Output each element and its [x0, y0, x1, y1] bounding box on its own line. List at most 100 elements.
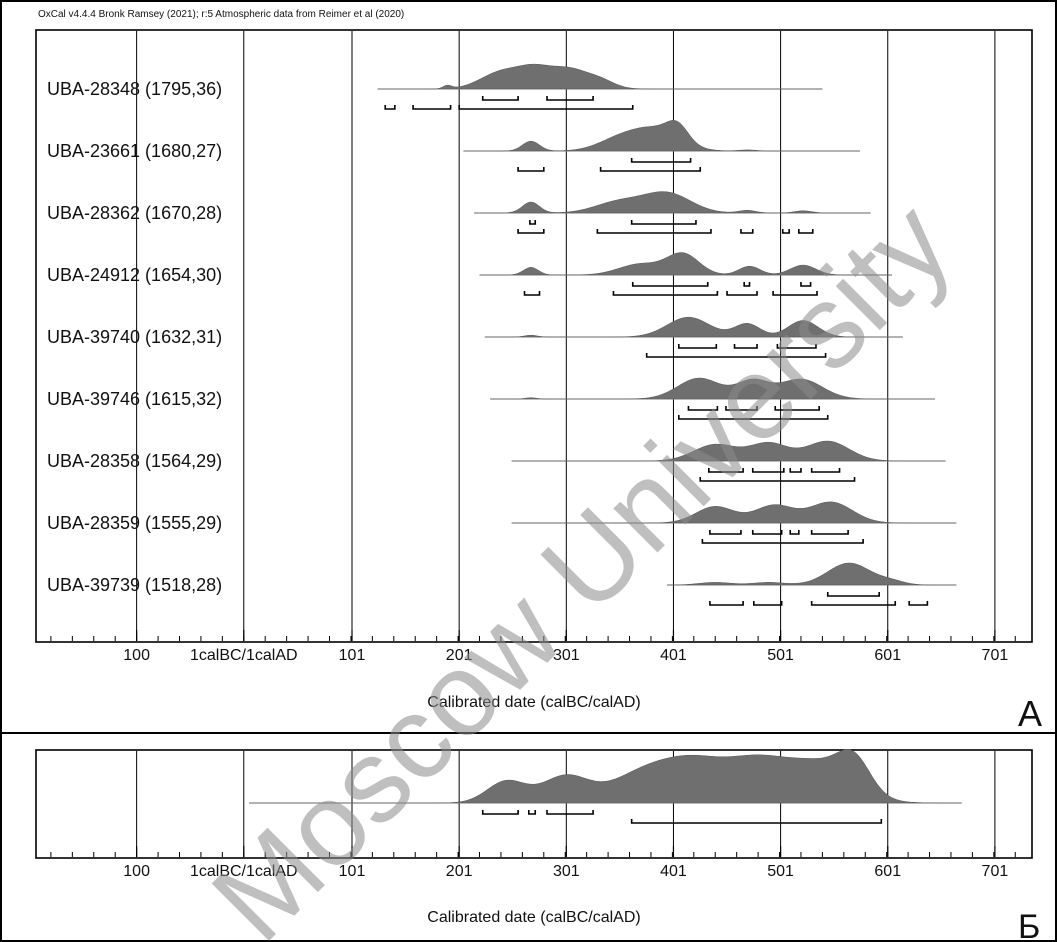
sample-labels-a: UBA-28348 (1795,36) UBA-23661 (1680,27) UB…: [47, 79, 222, 595]
sample-UBA-24912-hpd68-1: [743, 282, 751, 287]
sample-UBA-28362-hpd68-1: [630, 220, 697, 225]
panel-letter-a: А: [1018, 693, 1042, 734]
sample-UBA-28358-hpd68-3: [810, 468, 841, 473]
sample-UBA-39746-hpd68-0: [687, 406, 719, 411]
summed-hpd68-0: [481, 810, 519, 815]
x-axis-a: 100 1calBC/1calAD 101 201 301 401 501 601 701: [50, 630, 1016, 664]
sample-label-UBA-28348: UBA-28348 (1795,36): [47, 79, 222, 99]
tick-label-a-5: 401: [660, 647, 687, 664]
tick-label-a-3: 201: [446, 647, 473, 664]
panel-b: 100 1calBC/1calAD 101 201 301 401 501 601 701 Ca…: [35, 749, 1040, 942]
tick-label-a-1: 1calBC/1calAD: [190, 647, 298, 664]
sample-UBA-28362-hpd95-4: [798, 229, 814, 234]
sample-label-UBA-23661: UBA-23661 (1680,27): [47, 141, 222, 161]
sample-UBA-28348-hpd95-2: [458, 105, 634, 110]
tick-label-b-3: 201: [446, 863, 473, 880]
sample-UBA-23661-hpd95-0: [517, 167, 545, 172]
sample-UBA-23661-density: [463, 120, 860, 152]
sample-UBA-23661-hpd68-0: [630, 158, 692, 163]
sample-UBA-28359-hpd68-0: [709, 530, 742, 535]
distributions-a: [377, 63, 957, 606]
tick-label-b-1: 1calBC/1calAD: [190, 863, 298, 880]
sample-UBA-28362-hpd95-0: [517, 229, 545, 234]
plot-frame-a: [35, 29, 1033, 643]
sample-UBA-24912-hpd68-0: [631, 282, 709, 287]
sample-UBA-39739-hpd95-2: [810, 601, 897, 606]
sample-UBA-28358-hpd68-2: [789, 468, 802, 473]
tick-label-b-4: 301: [553, 863, 580, 880]
sample-UBA-39740-hpd68-1: [733, 344, 758, 349]
sample-UBA-28362-density: [474, 191, 871, 214]
sample-UBA-23661-hpd95-1: [599, 167, 702, 172]
sample-UBA-39746-hpd95-0: [678, 415, 829, 420]
sample-UBA-28348-hpd95-0: [384, 105, 396, 110]
sample-UBA-24912-hpd95-1: [612, 291, 719, 296]
sample-UBA-24912-density: [479, 252, 892, 276]
sample-UBA-28358-hpd68-1: [751, 468, 785, 473]
sample-UBA-39740-hpd68-0: [678, 344, 718, 349]
sample-label-UBA-28358: UBA-28358 (1564,29): [47, 451, 222, 471]
tick-label-a-6: 501: [767, 647, 794, 664]
x-axis-title-b: Calibrated date (calBC/calAD): [427, 909, 640, 926]
sample-UBA-28348-hpd68-0: [481, 96, 519, 101]
tick-label-b-5: 401: [660, 863, 687, 880]
sample-UBA-39740-hpd95-0: [645, 353, 827, 358]
tick-label-b-6: 501: [767, 863, 794, 880]
sample-label-UBA-28359: UBA-28359 (1555,29): [47, 513, 222, 533]
sample-label-UBA-24912: UBA-24912 (1654,30): [47, 265, 222, 285]
x-axis-title-a: Calibrated date (calBC/calAD): [427, 694, 640, 711]
plot-frame-b: [35, 749, 1033, 859]
sample-label-UBA-39746: UBA-39746 (1615,32): [47, 389, 222, 409]
sample-UBA-24912-hpd95-3: [772, 291, 818, 296]
tick-label-a-0: 100: [123, 647, 150, 664]
sample-UBA-28358-hpd68-0: [708, 468, 744, 473]
sample-UBA-28359-hpd95-0: [701, 539, 864, 544]
sample-UBA-39746-hpd68-1: [725, 406, 758, 411]
tick-label-b-2: 101: [339, 863, 366, 880]
summed-hpd68-2: [546, 810, 594, 815]
sample-UBA-39740-hpd68-2: [776, 344, 817, 349]
sample-UBA-28358-hpd95-0: [699, 477, 856, 482]
sample-UBA-28362-hpd95-2: [740, 229, 754, 234]
sample-UBA-28358-density: [511, 440, 946, 462]
sample-UBA-39739-hpd95-3: [908, 601, 929, 606]
tick-label-b-0: 100: [123, 863, 150, 880]
header-note: OxCal v4.4.4 Bronk Ramsey (2021); r:5 At…: [38, 9, 404, 20]
summed-hpd68-1: [527, 810, 537, 815]
sample-UBA-28348-hpd95-1: [412, 105, 452, 110]
sample-UBA-28359-hpd68-1: [751, 530, 783, 535]
sample-label-UBA-39739: UBA-39739 (1518,28): [47, 575, 222, 595]
sample-UBA-39739-hpd95-0: [709, 601, 744, 606]
sample-UBA-39739-density: [667, 562, 957, 586]
x-axis-b: 100 1calBC/1calAD 101 201 301 401 501 601 701: [50, 846, 1016, 880]
sample-UBA-28348-hpd68-1: [546, 96, 594, 101]
sample-UBA-28362-hpd95-3: [781, 229, 790, 234]
distribution-b: [249, 749, 962, 824]
sample-label-UBA-39740: UBA-39740 (1632,31): [47, 327, 222, 347]
summed-density: [249, 749, 962, 804]
tick-label-a-8: 701: [982, 647, 1009, 664]
panel-letter-b: Б: [1018, 908, 1040, 942]
sample-UBA-24912-hpd95-0: [523, 291, 541, 296]
sample-UBA-39739-hpd95-1: [753, 601, 783, 606]
tick-label-b-7: 601: [874, 863, 901, 880]
sample-UBA-28359-hpd68-3: [810, 530, 849, 535]
sample-UBA-28359-hpd68-2: [789, 530, 800, 535]
sample-UBA-24912-hpd68-2: [800, 282, 812, 287]
sample-UBA-39746-density: [490, 377, 935, 400]
tick-label-a-7: 601: [874, 647, 901, 664]
tick-label-a-4: 301: [553, 647, 580, 664]
tick-label-b-8: 701: [982, 863, 1009, 880]
sample-UBA-28362-hpd95-1: [596, 229, 712, 234]
summed-hpd95-0: [630, 819, 883, 824]
tick-label-a-2: 101: [339, 647, 366, 664]
panel-a: UBA-28348 (1795,36) UBA-23661 (1680,27) UB…: [35, 29, 1042, 734]
sample-label-UBA-28362: UBA-28362 (1670,28): [47, 203, 222, 223]
sample-UBA-39740-density: [484, 316, 903, 338]
sample-UBA-28362-hpd68-0: [529, 220, 537, 225]
sample-UBA-28359-density: [511, 501, 957, 524]
sample-UBA-24912-hpd95-2: [726, 291, 758, 296]
sample-UBA-39746-hpd68-2: [774, 406, 820, 411]
sample-UBA-39739-hpd68-0: [826, 592, 880, 597]
